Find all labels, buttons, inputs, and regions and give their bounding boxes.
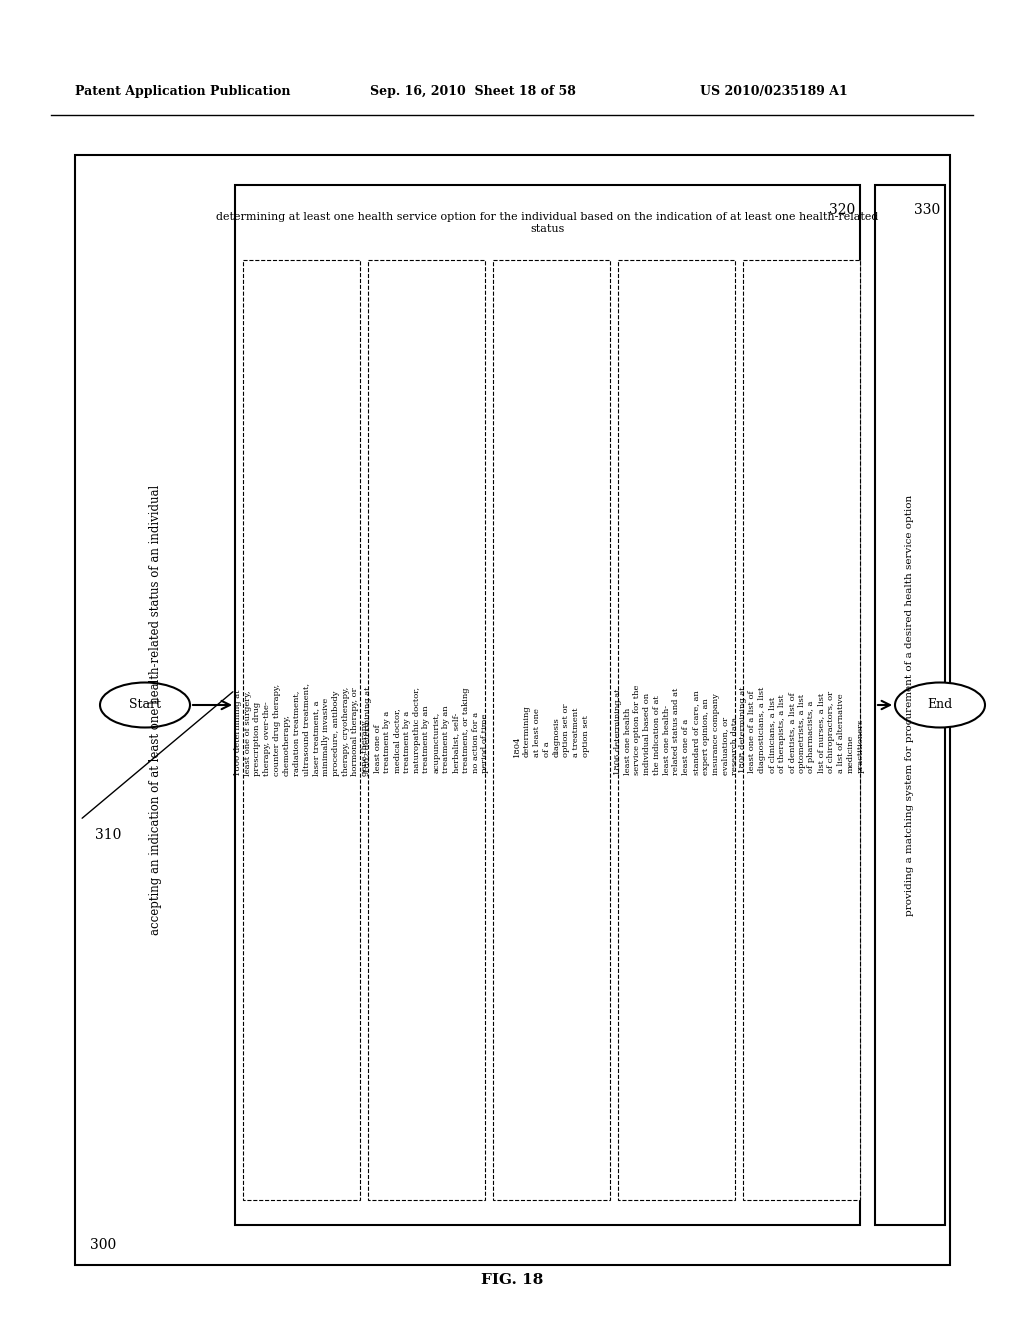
FancyBboxPatch shape: [368, 260, 485, 1200]
Text: 330: 330: [913, 203, 940, 216]
FancyBboxPatch shape: [618, 260, 735, 1200]
FancyBboxPatch shape: [743, 260, 860, 1200]
Text: 310: 310: [95, 828, 122, 842]
Text: 1802 determining at
least one of
treatment by a
medical doctor,
treatment by a
n: 1802 determining at least one of treatme…: [364, 686, 489, 774]
Ellipse shape: [895, 682, 985, 727]
FancyBboxPatch shape: [243, 260, 360, 1200]
Text: 1800 determining at
least one of surgery,
prescription drug
therapy, over-the-
c: 1800 determining at least one of surgery…: [233, 684, 370, 776]
Text: 1808 determining at
least one of a list of
diagnosticians, a list
of clinicians,: 1808 determining at least one of a list …: [738, 686, 864, 774]
FancyBboxPatch shape: [493, 260, 610, 1200]
Text: Sep. 16, 2010  Sheet 18 of 58: Sep. 16, 2010 Sheet 18 of 58: [370, 86, 575, 99]
Text: providing a matching system for procurement of a desired health service option: providing a matching system for procurem…: [905, 495, 914, 916]
Text: End: End: [928, 698, 952, 711]
Text: accepting an indication of at least one health-related status of an individual: accepting an indication of at least one …: [148, 484, 162, 935]
FancyBboxPatch shape: [75, 154, 950, 1265]
FancyBboxPatch shape: [874, 185, 945, 1225]
Text: FIG. 18: FIG. 18: [481, 1272, 543, 1287]
Text: 300: 300: [90, 1238, 117, 1251]
Text: 1806 determining at
least one health
service option for the
individual based on
: 1806 determining at least one health ser…: [613, 685, 739, 775]
Text: 1804
determining
at least one
of a
diagnosis
option set or
a treatment
option se: 1804 determining at least one of a diagn…: [513, 704, 590, 756]
FancyBboxPatch shape: [234, 185, 860, 1225]
Text: determining at least one health service option for the individual based on the i: determining at least one health service …: [216, 213, 879, 234]
Ellipse shape: [100, 682, 190, 727]
Text: Start: Start: [129, 698, 161, 711]
Text: Patent Application Publication: Patent Application Publication: [75, 86, 291, 99]
Text: US 2010/0235189 A1: US 2010/0235189 A1: [700, 86, 848, 99]
Text: 320: 320: [828, 203, 855, 216]
